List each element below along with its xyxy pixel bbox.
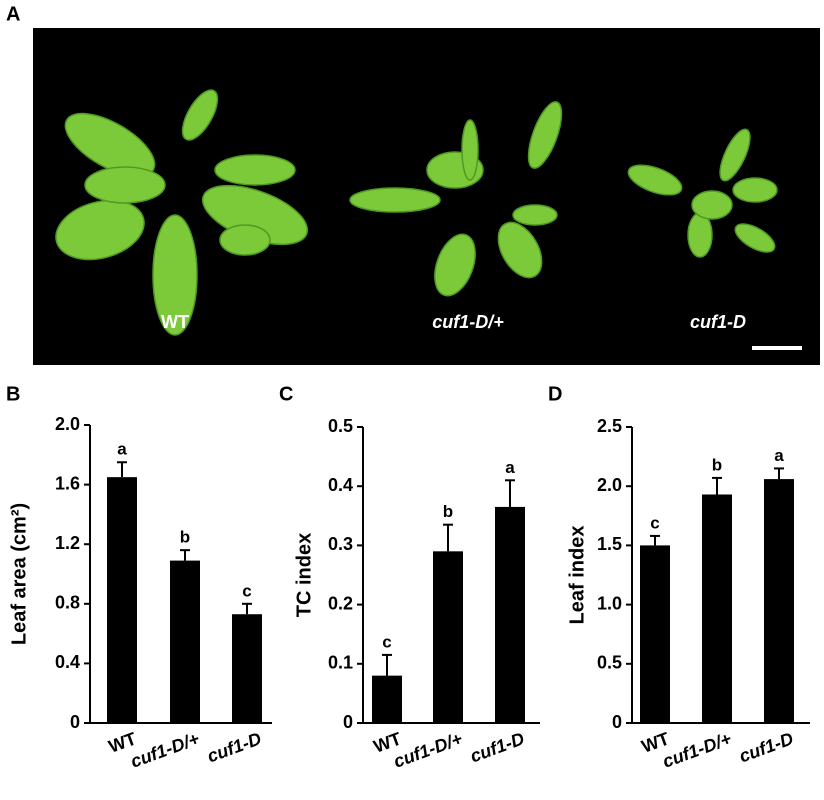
- leaf: [734, 223, 776, 253]
- x-tick-label: cuf1-D/+: [660, 728, 735, 771]
- leaf: [84, 166, 166, 204]
- y-tick-label: 0.3: [328, 534, 353, 554]
- leaf: [219, 224, 271, 256]
- y-tick-label: 0.4: [55, 652, 80, 672]
- photo-label: cuf1-D/+: [432, 312, 504, 332]
- bar: [170, 560, 200, 723]
- significance-label: c: [650, 513, 659, 532]
- significance-label: c: [242, 581, 251, 600]
- plant-mutant: [627, 128, 778, 258]
- y-tick-label: 0: [70, 712, 80, 732]
- y-tick-label: 0: [612, 712, 622, 732]
- significance-label: a: [505, 458, 515, 477]
- y-axis-label: Leaf index: [566, 526, 588, 625]
- y-tick-label: 1.0: [597, 593, 622, 613]
- photo: WT cuf1-D/+ cuf1-D: [33, 28, 820, 365]
- x-tick-label: cuf1-D: [205, 728, 264, 766]
- panel-label: A: [6, 3, 20, 25]
- leaf: [497, 221, 543, 279]
- bar: [372, 675, 402, 723]
- leaf: [691, 190, 733, 220]
- significance-label: b: [443, 502, 453, 521]
- bar: [433, 551, 463, 723]
- y-axis-label: Leaf area (cm²): [8, 503, 30, 645]
- bar: [764, 479, 794, 723]
- y-tick-label: 1.2: [55, 533, 80, 553]
- bar: [232, 614, 262, 723]
- leaf: [349, 187, 441, 213]
- leaf: [527, 101, 563, 169]
- y-tick-label: 1.5: [597, 534, 622, 554]
- significance-label: b: [180, 528, 190, 547]
- leaf: [55, 199, 145, 261]
- bar: [107, 477, 137, 723]
- leaf: [214, 154, 296, 186]
- significance-label: a: [774, 446, 784, 465]
- plant-heterozygous: [349, 101, 563, 297]
- y-tick-label: 0.8: [55, 593, 80, 613]
- y-tick-label: 0.5: [328, 416, 353, 436]
- leaf: [512, 204, 558, 226]
- plant-wt: [55, 89, 309, 336]
- y-axis-label: TC index: [293, 533, 315, 617]
- leaf: [719, 128, 751, 182]
- leaf: [64, 112, 156, 178]
- panel-label: C: [279, 383, 293, 405]
- photo-label: cuf1-D: [690, 312, 746, 332]
- y-tick-label: 0.5: [597, 653, 622, 673]
- panel-label: B: [6, 383, 20, 405]
- leaf: [434, 233, 476, 297]
- y-tick-label: 2.0: [55, 414, 80, 434]
- y-tick-label: 2.5: [597, 416, 622, 436]
- y-tick-label: 0: [343, 712, 353, 732]
- leaf: [687, 212, 713, 258]
- panel-label: D: [548, 383, 562, 405]
- leaf: [732, 177, 778, 203]
- scale-bar: [752, 346, 802, 350]
- significance-label: c: [382, 632, 391, 651]
- bar: [640, 545, 670, 723]
- bar: [495, 506, 525, 723]
- y-tick-label: 1.6: [55, 473, 80, 493]
- photo-label: WT: [161, 312, 189, 332]
- x-tick-label: cuf1-D: [468, 728, 527, 766]
- y-tick-label: 2.0: [597, 475, 622, 495]
- bar: [702, 494, 732, 723]
- significance-label: a: [117, 440, 127, 459]
- x-tick-label: cuf1-D/+: [391, 728, 466, 771]
- leaf: [627, 164, 683, 196]
- y-tick-label: 0.1: [328, 653, 353, 673]
- leaf: [181, 89, 219, 141]
- leaf: [461, 119, 479, 181]
- significance-label: b: [712, 455, 722, 474]
- y-tick-label: 0.2: [328, 593, 353, 613]
- leaf: [152, 214, 198, 336]
- y-tick-label: 0.4: [328, 475, 353, 495]
- x-tick-label: cuf1-D: [737, 728, 796, 766]
- x-tick-label: cuf1-D/+: [128, 728, 203, 771]
